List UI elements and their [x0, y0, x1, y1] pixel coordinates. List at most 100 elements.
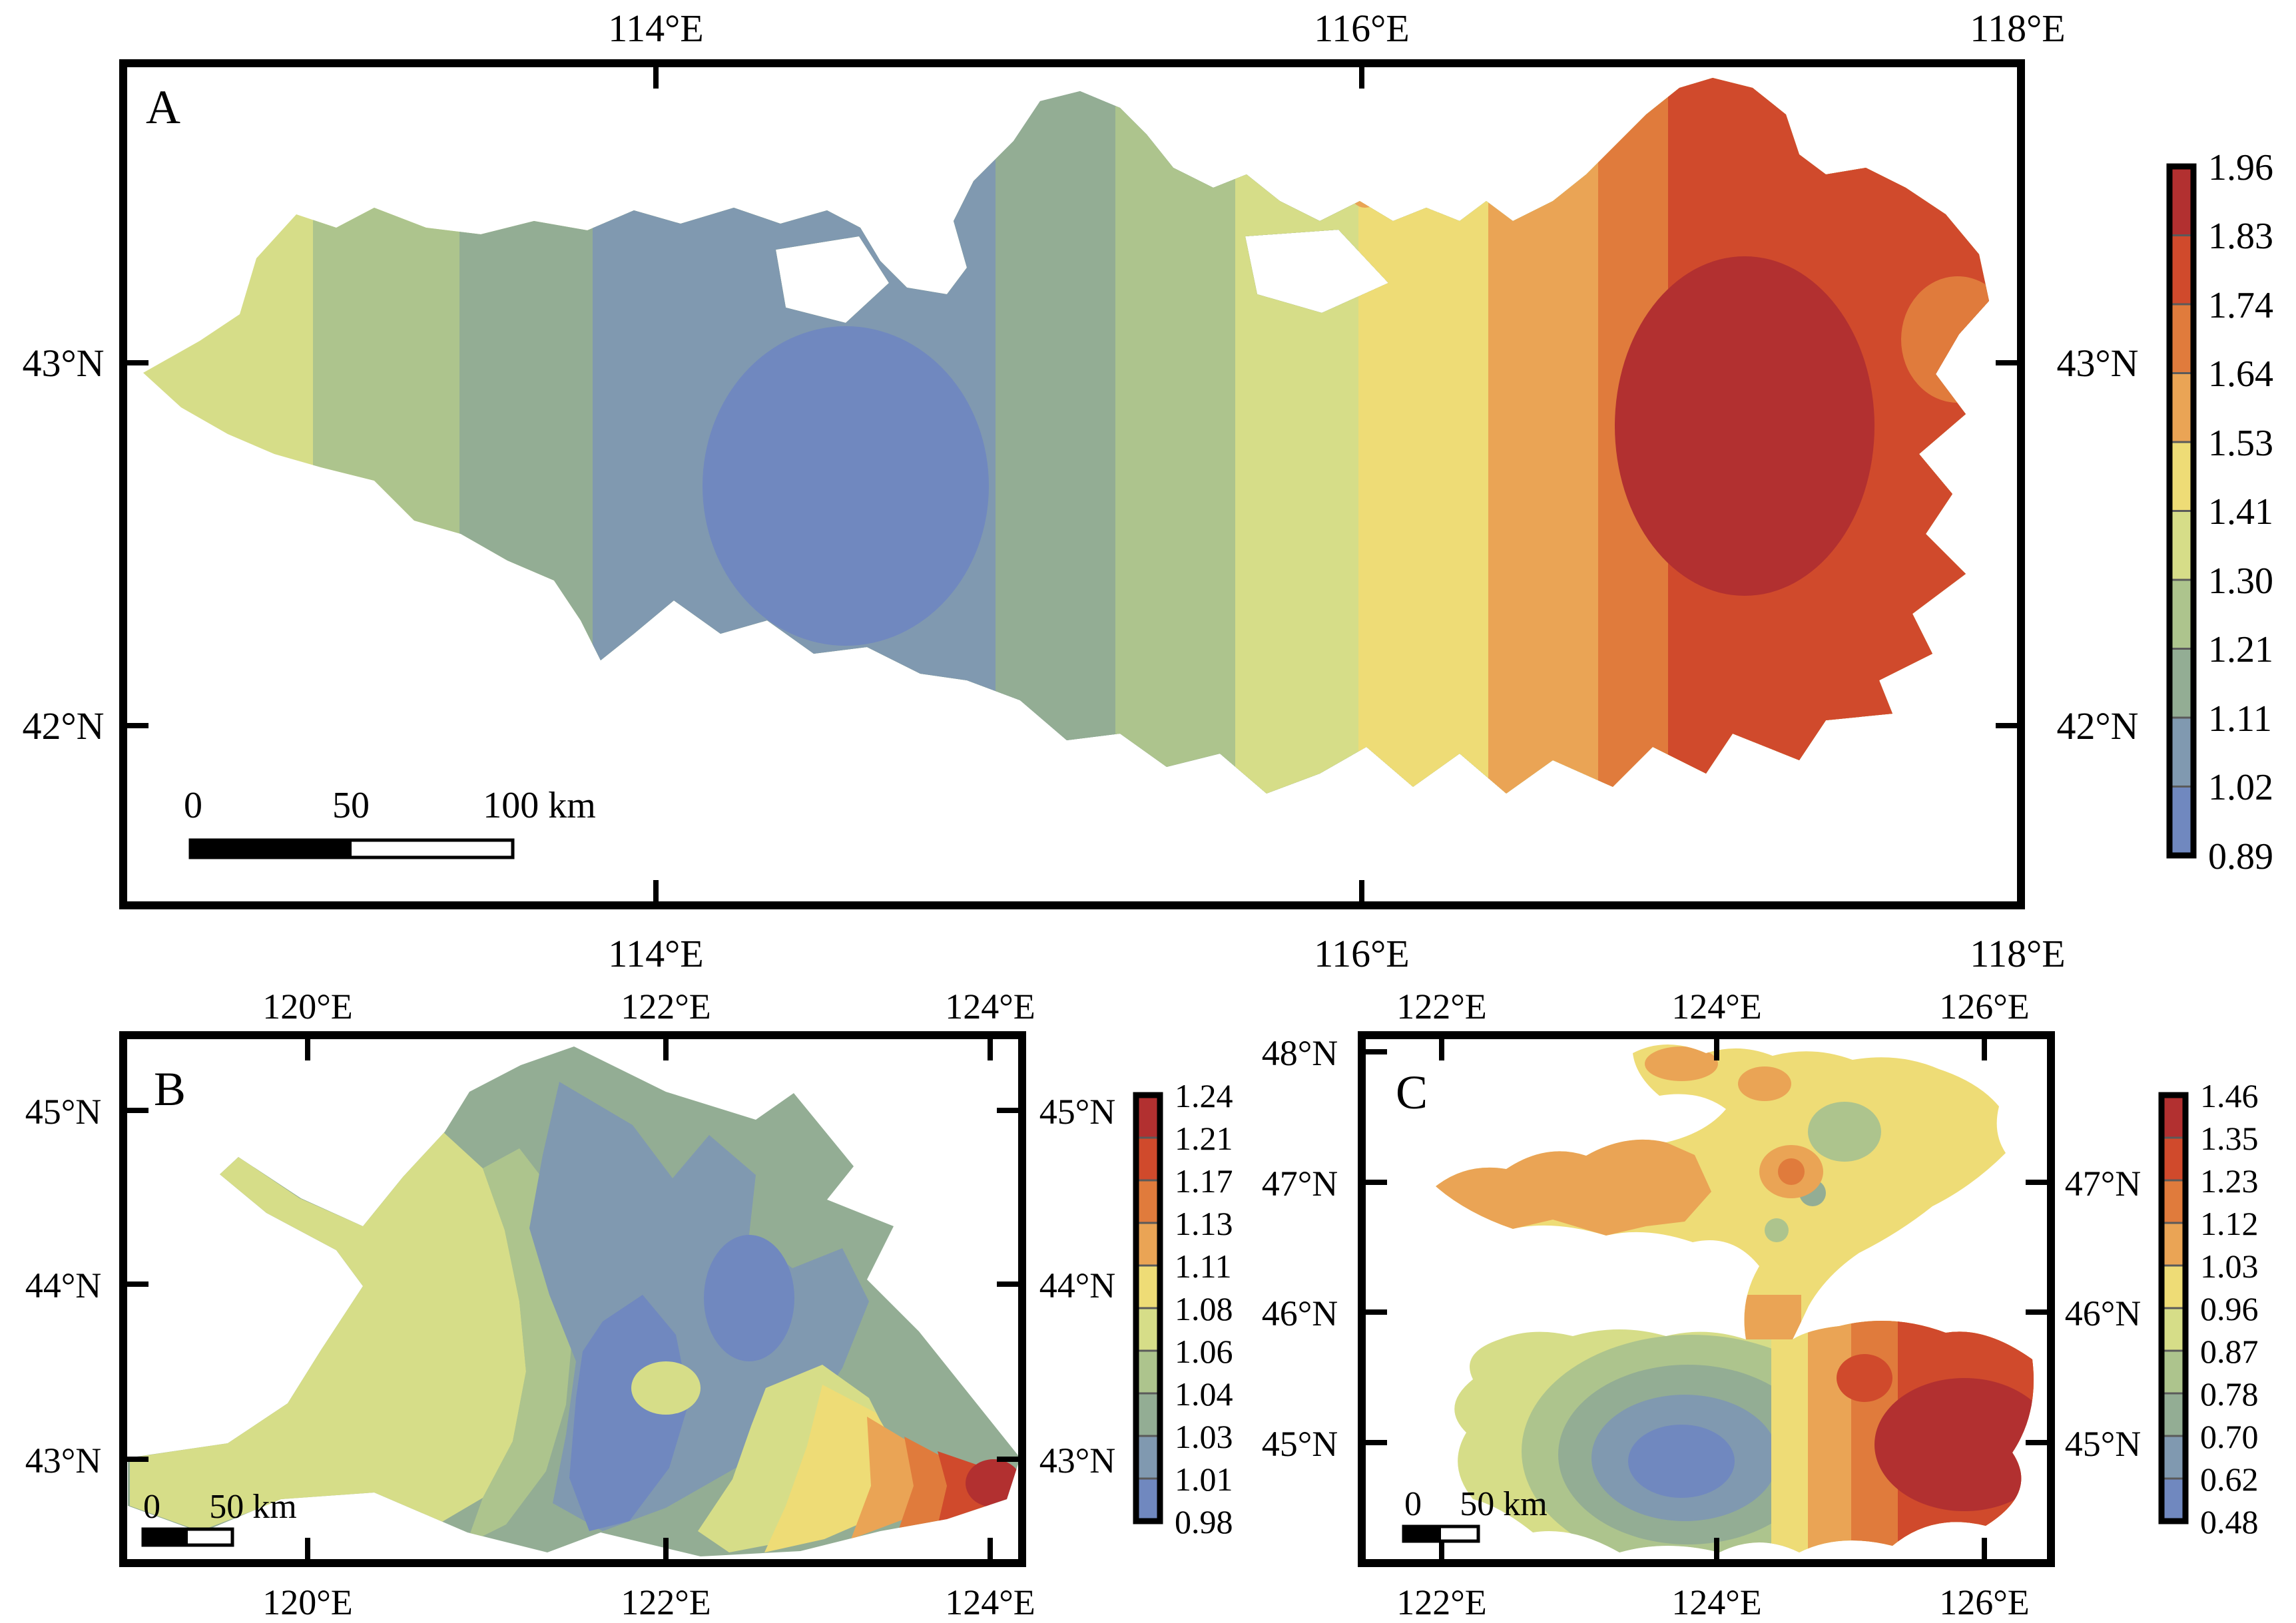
- scalebar-zero: 0: [184, 785, 202, 826]
- colorbar-segment: [2168, 441, 2195, 512]
- scalebar-mid: 50: [332, 785, 370, 826]
- colorbar-value: 0.98: [1175, 1503, 1233, 1540]
- colorbar-value: 0.62: [2200, 1461, 2259, 1498]
- colorbar-c: 1.46 1.35 1.23 1.12 1.03 0.96 0.87 0.78 …: [2158, 1077, 2259, 1540]
- lon-tick-label: 114°E: [608, 932, 703, 975]
- scalebar-end: 100 km: [483, 785, 596, 826]
- scalebar-end: 50 km: [1460, 1485, 1547, 1523]
- contour-core-low-central: [569, 1295, 689, 1531]
- lat-tick-label: 43°N: [1039, 1441, 1116, 1481]
- colorbar-segment: [1135, 1392, 1161, 1437]
- lon-tick-label: 124°E: [945, 1582, 1035, 1622]
- colorbar-segment: [2160, 1264, 2187, 1309]
- colorbar-value: 1.53: [2208, 423, 2273, 464]
- contour-spot-orange: [1738, 1066, 1791, 1101]
- colorbar-border: [2158, 1092, 2189, 1524]
- colorbar-segment: [1135, 1264, 1161, 1309]
- colorbar-segment: [1135, 1477, 1161, 1522]
- panel-a-scalebar: 0 50 100 km: [184, 785, 596, 859]
- lat-tick-label: 42°N: [2056, 704, 2138, 748]
- scalebar-zero: 0: [1404, 1485, 1422, 1523]
- colorbar-border: [2166, 163, 2197, 859]
- contour-core-low-east: [704, 1235, 794, 1361]
- colorbar-value: 1.12: [2200, 1205, 2259, 1242]
- colorbar-segment: [2168, 303, 2195, 374]
- colorbar-segment: [1135, 1222, 1161, 1267]
- colorbar-segment: [2160, 1094, 2187, 1139]
- colorbar-segment: [2168, 234, 2195, 306]
- colorbar-segment: [2160, 1477, 2187, 1522]
- contour-core-low: [1628, 1425, 1735, 1498]
- lon-tick-label: 122°E: [1396, 987, 1487, 1027]
- colorbar-segment: [2160, 1136, 2187, 1182]
- colorbar-value: 1.06: [1175, 1333, 1233, 1370]
- panel-letter: B: [154, 1062, 186, 1116]
- lat-tick-label: 48°N: [1262, 1033, 1338, 1073]
- colorbar-value: 0.96: [2200, 1290, 2259, 1327]
- colorbar-value: 0.89: [2208, 836, 2273, 877]
- panel-c: 122°E 124°E 126°E 122°E 124°E 126°E 48°N…: [1262, 987, 2259, 1622]
- contour-neck: [1741, 1295, 1801, 1339]
- colorbar-segment: [1135, 1307, 1161, 1352]
- panel-b-frame: [119, 1031, 1026, 1567]
- colorbar-value: 1.03: [2200, 1248, 2259, 1285]
- scalebar-bar-filled: [1404, 1526, 1441, 1541]
- colorbar-segment: [1135, 1435, 1161, 1480]
- contour-spot-green: [1765, 1218, 1789, 1242]
- colorbar-segment: [2168, 786, 2195, 857]
- colorbar-segment: [2160, 1179, 2187, 1224]
- panel-c-frame: [1358, 1031, 2055, 1567]
- lon-tick-label: 122°E: [1396, 1582, 1487, 1622]
- lon-tick-label: 124°E: [1671, 987, 1762, 1027]
- colorbar-value: 1.30: [2208, 561, 2273, 602]
- colorbar-value: 1.04: [1175, 1375, 1233, 1413]
- colorbar-value: 1.21: [1175, 1120, 1233, 1157]
- lat-tick-label: 44°N: [25, 1266, 102, 1305]
- panel-b: 120°E 122°E 124°E 120°E 122°E 124°E 45°N…: [25, 987, 1233, 1622]
- lat-tick-label: 45°N: [1262, 1424, 1338, 1464]
- colorbar-value: 1.64: [2208, 353, 2273, 395]
- lon-tick-label: 116°E: [1314, 932, 1409, 975]
- panel-c-map-north: [1436, 1044, 2006, 1339]
- colorbar-value: 1.74: [2208, 285, 2273, 326]
- lat-tick-label: 43°N: [22, 342, 104, 385]
- lat-tick-label: 45°N: [2065, 1424, 2142, 1464]
- colorbar-segment: [1135, 1094, 1161, 1139]
- lon-tick-label: 116°E: [1314, 7, 1409, 50]
- colorbar-segment: [2160, 1392, 2187, 1437]
- colorbar-segment: [2160, 1349, 2187, 1395]
- lat-tick-label: 46°N: [1262, 1293, 1338, 1333]
- contour-spot-north: [1350, 178, 1380, 208]
- lon-tick-label: 126°E: [1939, 1582, 2030, 1622]
- colorbar-value: 1.11: [2208, 698, 2272, 740]
- colorbar-segment: [2168, 716, 2195, 788]
- contour-core-low-0.89: [703, 326, 989, 646]
- colorbar-value: 1.35: [2200, 1120, 2259, 1157]
- panel-c-map-south: [1454, 1321, 2034, 1552]
- colorbar-value: 1.96: [2208, 147, 2273, 188]
- colorbar-segment: [2168, 648, 2195, 719]
- colorbar-segment: [1135, 1349, 1161, 1395]
- colorbar-value: 0.78: [2200, 1375, 2259, 1413]
- panel-a-ticks: [127, 67, 2017, 901]
- scalebar-bar-filled: [143, 1529, 188, 1545]
- lon-tick-label: 114°E: [608, 7, 703, 50]
- lat-tick-label: 43°N: [25, 1441, 102, 1481]
- panel-a-frame: [119, 59, 2025, 909]
- colorbar-b: 1.24 1.21 1.17 1.13 1.11 1.08 1.06 1.04 …: [1133, 1077, 1233, 1540]
- contour-core-high-se: [966, 1459, 1020, 1507]
- lat-tick-label: 47°N: [1262, 1164, 1338, 1204]
- lon-tick-label: 120°E: [262, 987, 353, 1027]
- colorbar-border: [1133, 1092, 1163, 1524]
- contour-spot-red: [1837, 1354, 1892, 1402]
- colorbar-value: 0.70: [2200, 1418, 2259, 1455]
- panel-b-ticks: [127, 1039, 1018, 1559]
- contour-core-high: [1874, 1378, 2034, 1511]
- colorbar-segment: [1135, 1179, 1161, 1224]
- scalebar-bar-filled: [190, 840, 352, 857]
- colorbar-value: 1.21: [2208, 629, 2273, 670]
- colorbar-segment: [1135, 1136, 1161, 1182]
- lat-tick-label: 43°N: [2056, 342, 2138, 385]
